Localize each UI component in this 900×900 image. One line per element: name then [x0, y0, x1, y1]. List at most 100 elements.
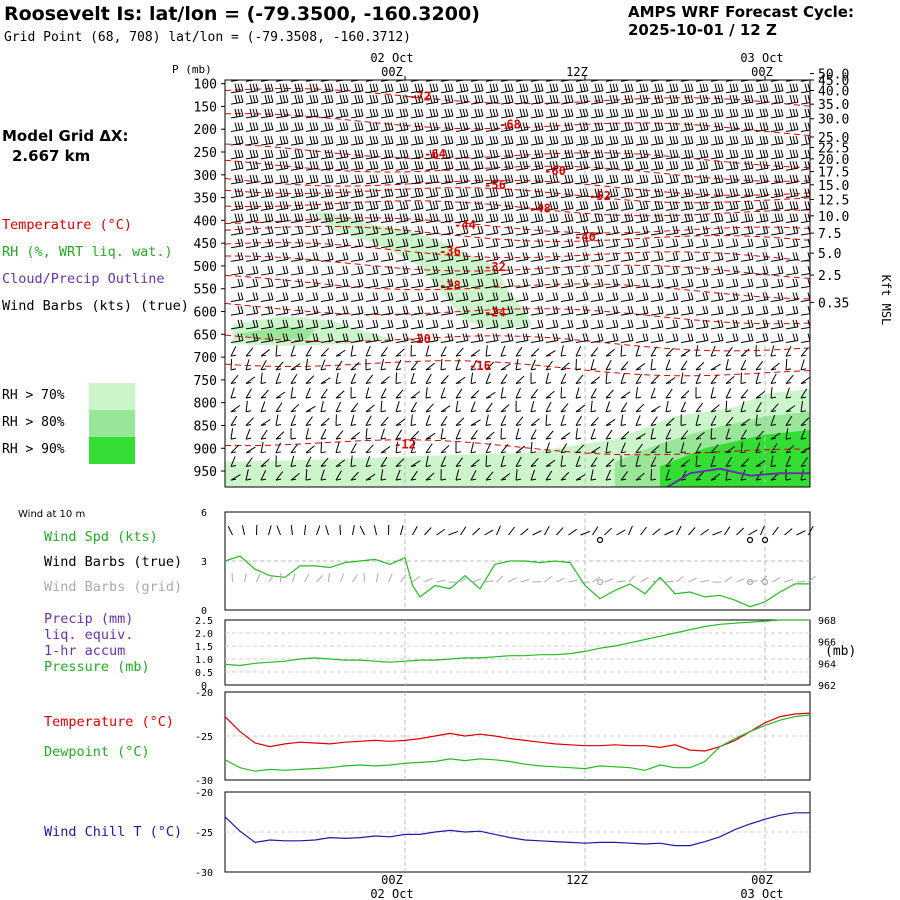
wind-barb: [650, 428, 657, 440]
wind-barb: [725, 161, 739, 171]
wind-barb: [425, 95, 439, 105]
wind-barb: [440, 346, 447, 357]
wind-barb: [575, 149, 589, 160]
wind-barb: [275, 213, 289, 224]
wind-barb: [785, 201, 799, 211]
wind-barb: [680, 149, 694, 160]
wind-barb: [605, 161, 619, 171]
wind-barb: [515, 428, 522, 440]
wind-barb: [275, 136, 289, 146]
wind-barb: [755, 345, 762, 357]
wind-barb: [605, 372, 612, 385]
wind-barb: [650, 252, 664, 262]
wind-barb: [455, 252, 469, 262]
wind-barb: [365, 108, 379, 119]
wind-barb: [620, 361, 629, 371]
wind-barb: [440, 265, 454, 276]
wind-barb: [305, 416, 313, 426]
wind-barb: [320, 122, 334, 132]
precip-ytick: 1.0: [195, 655, 213, 666]
wind-barb: [335, 252, 349, 262]
wind-barb: [575, 122, 589, 132]
wind-barb: [455, 201, 469, 211]
wind-barb: [785, 405, 796, 413]
wind-barb: [740, 83, 754, 94]
temperature-contour: [225, 200, 810, 217]
precip-ytick: 0: [201, 681, 207, 692]
wind-barb: [245, 149, 259, 160]
wind-barb: [575, 404, 586, 413]
wind-barb: [515, 346, 523, 357]
wind-barb: [560, 292, 574, 302]
wind-barb: [515, 136, 529, 146]
wind-barb: [380, 376, 390, 385]
wind-barb: [350, 362, 360, 371]
wind-barb: [755, 174, 769, 185]
temperature-label: -28: [439, 279, 461, 293]
wind-barb: [545, 306, 559, 316]
wind-barb: [770, 387, 777, 399]
top-date-2: 03 Oct: [740, 51, 783, 65]
wind-barb: [410, 213, 424, 224]
wind-barb: [410, 265, 424, 276]
temperature-contour: [225, 159, 810, 182]
wind-barb: [365, 278, 379, 289]
wind-barb: [785, 387, 792, 399]
wind-barb: [335, 401, 342, 413]
wind-barb: [395, 201, 409, 211]
wind-barb: [635, 225, 649, 236]
wind-barb: [635, 373, 643, 385]
wind-barb: [560, 136, 574, 146]
wind-barb: [275, 108, 289, 119]
wind-barb: [650, 149, 664, 160]
wind-barb-true: [604, 527, 613, 536]
wind-barb-grid: [256, 573, 261, 583]
wind-barb: [710, 319, 724, 330]
wind-barb: [515, 149, 529, 160]
wind-barb: [290, 472, 300, 481]
wind-barb: [605, 252, 619, 262]
wind-barb: [515, 319, 529, 330]
wind-barb: [440, 136, 454, 146]
wind-barb: [275, 278, 289, 289]
wind-barb: [305, 149, 319, 160]
wind-barb: [605, 401, 612, 413]
wind-barb: [575, 319, 589, 330]
wind-barb: [530, 401, 537, 413]
wind-barb: [245, 122, 259, 132]
wind-barb: [470, 278, 484, 289]
pressure-tick-label: 600: [194, 306, 217, 321]
wind-barb: [380, 388, 387, 399]
wind-barb: [365, 188, 379, 199]
wind-barb: [440, 387, 447, 399]
wind-barb: [695, 95, 709, 105]
wind-barb: [470, 188, 484, 199]
height-tick-label: 20.0: [818, 153, 849, 168]
wind-barb: [650, 416, 658, 426]
wind-barb: [335, 149, 349, 160]
wind-barb: [500, 374, 508, 385]
wind-barb: [635, 83, 649, 94]
wind-barb: [560, 333, 574, 344]
wind-barb: [515, 174, 529, 185]
wind-barb: [290, 252, 304, 262]
wind-barb: [260, 136, 274, 146]
wind-barb: [425, 201, 439, 211]
wind-barb: [680, 390, 690, 399]
wind-barb: [530, 252, 544, 262]
wind-barb-true: [568, 528, 578, 536]
wind-barb: [350, 387, 357, 399]
wind-barb-true: [424, 527, 432, 536]
wind-barb: [425, 345, 432, 357]
wind-barb: [755, 372, 762, 385]
wind-barb: [410, 306, 424, 316]
wind-barb: [725, 174, 739, 185]
wind-barb: [545, 292, 559, 302]
wind-barb: [350, 225, 364, 236]
wind-barb: [725, 416, 734, 426]
wind-barb: [380, 428, 387, 440]
wind-barb-true: [352, 525, 355, 536]
wind-barb: [620, 225, 634, 236]
wind-barb: [695, 319, 709, 330]
wind-barb: [305, 252, 319, 262]
